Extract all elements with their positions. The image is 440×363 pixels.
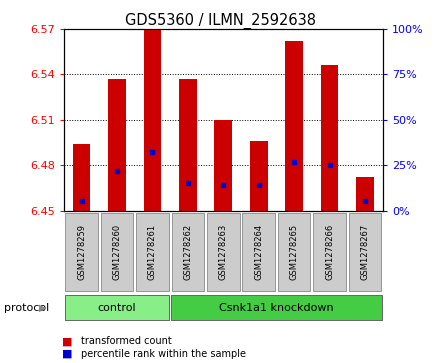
Text: percentile rank within the sample: percentile rank within the sample bbox=[81, 349, 246, 359]
Bar bbox=[313, 213, 346, 291]
Bar bbox=[356, 177, 374, 211]
Bar bbox=[349, 213, 381, 291]
Bar bbox=[171, 295, 382, 320]
Bar bbox=[143, 26, 161, 211]
Bar bbox=[321, 65, 338, 211]
Bar bbox=[214, 120, 232, 211]
Text: Csnk1a1 knockdown: Csnk1a1 knockdown bbox=[219, 303, 334, 313]
Text: ■: ■ bbox=[62, 349, 72, 359]
Text: protocol: protocol bbox=[4, 303, 50, 313]
Text: GSM1278265: GSM1278265 bbox=[290, 224, 299, 280]
Text: transformed count: transformed count bbox=[81, 336, 172, 346]
Text: GSM1278259: GSM1278259 bbox=[77, 224, 86, 280]
Bar bbox=[285, 41, 303, 211]
Bar bbox=[207, 213, 240, 291]
Bar bbox=[136, 213, 169, 291]
Text: GSM1278267: GSM1278267 bbox=[360, 224, 370, 280]
Text: GSM1278266: GSM1278266 bbox=[325, 224, 334, 280]
Bar bbox=[179, 79, 197, 211]
Text: GSM1278261: GSM1278261 bbox=[148, 224, 157, 280]
Bar bbox=[172, 213, 204, 291]
Text: GSM1278264: GSM1278264 bbox=[254, 224, 263, 280]
Text: GSM1278263: GSM1278263 bbox=[219, 224, 228, 280]
Text: GSM1278260: GSM1278260 bbox=[113, 224, 121, 280]
Bar bbox=[242, 213, 275, 291]
Bar bbox=[101, 213, 133, 291]
Bar bbox=[278, 213, 311, 291]
Text: ▶: ▶ bbox=[39, 303, 47, 313]
Text: control: control bbox=[98, 303, 136, 313]
Bar bbox=[73, 144, 90, 211]
Bar bbox=[250, 141, 268, 211]
Bar bbox=[65, 295, 169, 320]
Bar bbox=[108, 79, 126, 211]
Bar bbox=[65, 213, 98, 291]
Text: GDS5360 / ILMN_2592638: GDS5360 / ILMN_2592638 bbox=[125, 13, 315, 29]
Text: ■: ■ bbox=[62, 336, 72, 346]
Text: GSM1278262: GSM1278262 bbox=[183, 224, 192, 280]
